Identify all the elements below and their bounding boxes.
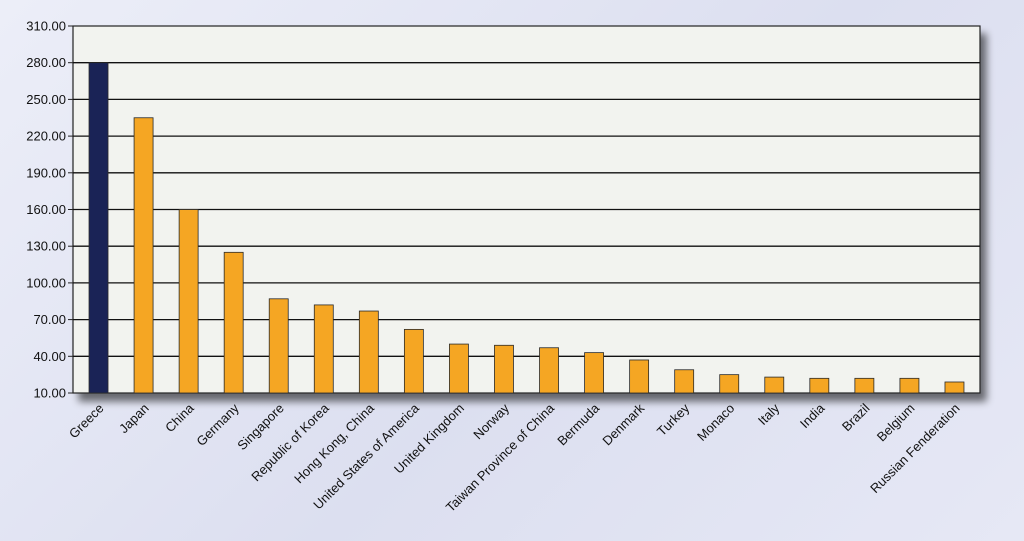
bar-norway (494, 344, 514, 394)
bar-bermuda (584, 352, 604, 394)
x-category-label: Turkey (654, 400, 693, 439)
y-tick-label: 40.00 (33, 349, 66, 364)
y-tick-label: 10.00 (33, 386, 66, 401)
x-category-label: Greece (66, 401, 107, 442)
y-tick-label: 220.00 (26, 129, 66, 144)
y-tick-label: 310.00 (26, 19, 66, 34)
bar-united-kingdom (449, 343, 469, 394)
bar-singapore (268, 298, 289, 394)
x-category-label: Hong Kong, China (291, 400, 377, 486)
x-category-label: Russian Fenderation (867, 401, 962, 496)
y-tick-label: 160.00 (26, 202, 66, 217)
y-tick-label: 280.00 (26, 55, 66, 70)
y-tick-label: 70.00 (33, 312, 66, 327)
x-category-label: Belgium (874, 401, 918, 445)
y-tick-label: 130.00 (26, 239, 66, 254)
bar-monaco (719, 374, 740, 394)
y-tick-label: 250.00 (26, 92, 66, 107)
x-category-label: Japan (116, 401, 152, 437)
x-category-label: Denmark (599, 400, 647, 448)
x-category-label: China (162, 400, 197, 435)
bar-china (178, 209, 199, 394)
bar-belgium (899, 377, 920, 394)
y-axis-tick-labels: 10.00 40.00 70.00 100.00 130.00 160.00 190.00 2… (26, 19, 73, 401)
bar-germany (223, 251, 244, 394)
bar-italy (764, 376, 785, 394)
x-category-label: Republic of Korea (248, 400, 332, 484)
y-tick-label: 190.00 (26, 165, 66, 180)
bar-turkey (674, 369, 695, 394)
y-tick-label: 100.00 (26, 275, 66, 290)
bar-united-states-of-america (403, 328, 424, 394)
bar-denmark (629, 359, 650, 394)
bar-hong-kong-china (358, 310, 379, 394)
x-category-label: Monaco (694, 401, 737, 444)
bar-india (809, 377, 830, 394)
bar-republic-of-korea (313, 304, 334, 394)
x-category-label: India (797, 400, 828, 431)
bar-taiwan-province-of-china (539, 347, 559, 394)
x-category-label: Norway (470, 400, 512, 442)
bar-brazil (854, 377, 875, 394)
bar-russian-fenderation (944, 381, 965, 394)
x-category-label: Italy (755, 400, 783, 428)
bars (88, 62, 965, 394)
x-category-label: Brazil (839, 400, 873, 434)
x-category-label: Bermuda (554, 400, 602, 448)
bar-japan (133, 117, 154, 394)
bar-greece (88, 62, 109, 394)
x-axis-category-labels: Greece Japan ChinaGermanySingaporeRepublic… (66, 400, 963, 515)
